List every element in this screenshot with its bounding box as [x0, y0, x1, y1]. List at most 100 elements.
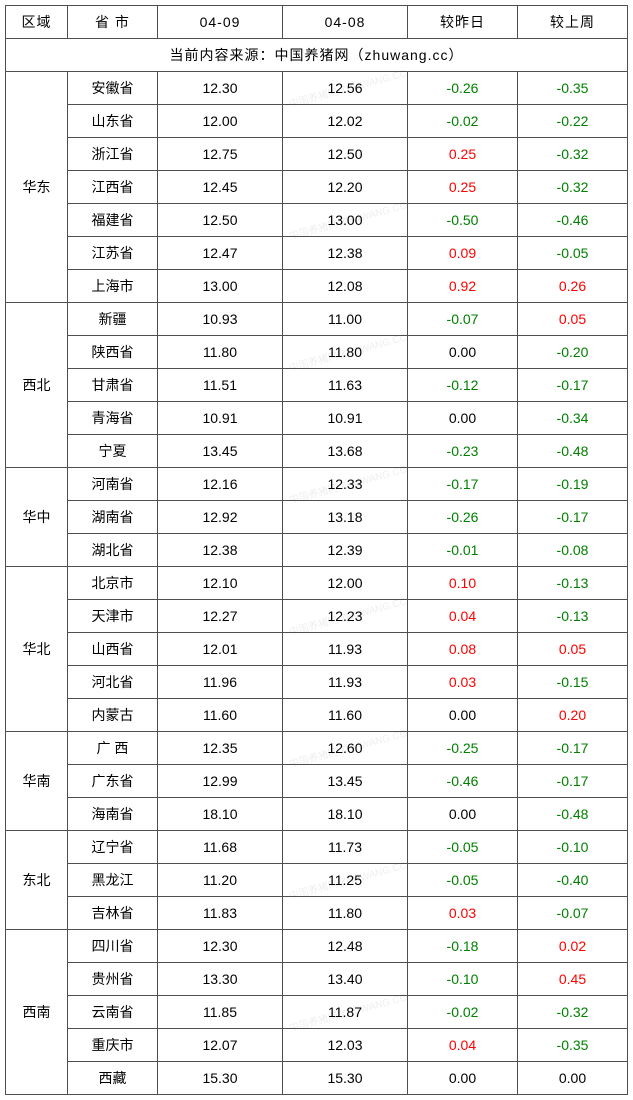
value-date1: 12.45 [158, 171, 283, 204]
province-cell: 天津市 [68, 600, 158, 633]
value-date2: 11.80 [283, 897, 408, 930]
province-cell: 黑龙江 [68, 864, 158, 897]
province-cell: 海南省 [68, 798, 158, 831]
value-date1: 12.00 [158, 105, 283, 138]
table-row: 重庆市12.0712.030.04-0.35 [6, 1029, 628, 1062]
delta-lastweek: -0.05 [518, 237, 628, 270]
table-row: 华东安徽省12.3012.56-0.26-0.35 [6, 72, 628, 105]
value-date2: 13.18 [283, 501, 408, 534]
delta-yesterday: -0.26 [408, 501, 518, 534]
value-date2: 12.03 [283, 1029, 408, 1062]
value-date2: 11.87 [283, 996, 408, 1029]
province-cell: 宁夏 [68, 435, 158, 468]
delta-lastweek: -0.08 [518, 534, 628, 567]
delta-yesterday: 0.10 [408, 567, 518, 600]
table-row: 陕西省11.8011.800.00-0.20 [6, 336, 628, 369]
value-date2: 13.00 [283, 204, 408, 237]
delta-yesterday: -0.26 [408, 72, 518, 105]
value-date1: 11.60 [158, 699, 283, 732]
delta-lastweek: -0.32 [518, 138, 628, 171]
province-cell: 内蒙古 [68, 699, 158, 732]
value-date2: 12.23 [283, 600, 408, 633]
delta-yesterday: 0.25 [408, 171, 518, 204]
delta-yesterday: -0.02 [408, 105, 518, 138]
value-date1: 13.45 [158, 435, 283, 468]
table-row: 宁夏13.4513.68-0.23-0.48 [6, 435, 628, 468]
delta-yesterday: -0.10 [408, 963, 518, 996]
region-cell: 东北 [6, 831, 68, 930]
province-cell: 广 西 [68, 732, 158, 765]
table-row: 内蒙古11.6011.600.000.20 [6, 699, 628, 732]
header-row: 区域 省 市 04-09 04-08 较昨日 较上周 [6, 6, 628, 39]
value-date2: 13.40 [283, 963, 408, 996]
col-date2: 04-08 [283, 6, 408, 39]
table-row: 云南省11.8511.87-0.02-0.32 [6, 996, 628, 1029]
value-date1: 13.00 [158, 270, 283, 303]
table-row: 湖北省12.3812.39-0.01-0.08 [6, 534, 628, 567]
province-cell: 江西省 [68, 171, 158, 204]
value-date2: 12.50 [283, 138, 408, 171]
delta-yesterday: -0.17 [408, 468, 518, 501]
province-cell: 浙江省 [68, 138, 158, 171]
value-date2: 11.63 [283, 369, 408, 402]
value-date1: 12.01 [158, 633, 283, 666]
delta-lastweek: -0.22 [518, 105, 628, 138]
value-date1: 11.96 [158, 666, 283, 699]
delta-lastweek: -0.07 [518, 897, 628, 930]
delta-yesterday: -0.01 [408, 534, 518, 567]
value-date2: 12.48 [283, 930, 408, 963]
col-vs-yesterday: 较昨日 [408, 6, 518, 39]
value-date2: 12.39 [283, 534, 408, 567]
delta-yesterday: -0.07 [408, 303, 518, 336]
delta-lastweek: -0.17 [518, 369, 628, 402]
table-row: 华南广 西12.3512.60-0.25-0.17 [6, 732, 628, 765]
province-cell: 西藏 [68, 1062, 158, 1095]
province-cell: 山东省 [68, 105, 158, 138]
delta-yesterday: 0.08 [408, 633, 518, 666]
value-date1: 12.10 [158, 567, 283, 600]
value-date2: 12.38 [283, 237, 408, 270]
source-text: 当前内容来源：中国养猪网（zhuwang.cc） [6, 39, 628, 72]
source-row: 当前内容来源：中国养猪网（zhuwang.cc） [6, 39, 628, 72]
province-cell: 青海省 [68, 402, 158, 435]
delta-lastweek: -0.20 [518, 336, 628, 369]
table-row: 西南四川省12.3012.48-0.180.02 [6, 930, 628, 963]
delta-lastweek: 0.00 [518, 1062, 628, 1095]
province-cell: 云南省 [68, 996, 158, 1029]
value-date2: 12.33 [283, 468, 408, 501]
table-row: 浙江省12.7512.500.25-0.32 [6, 138, 628, 171]
value-date2: 10.91 [283, 402, 408, 435]
province-cell: 吉林省 [68, 897, 158, 930]
table-row: 河北省11.9611.930.03-0.15 [6, 666, 628, 699]
delta-yesterday: 0.03 [408, 897, 518, 930]
value-date1: 11.80 [158, 336, 283, 369]
delta-yesterday: 0.04 [408, 600, 518, 633]
value-date2: 13.68 [283, 435, 408, 468]
region-cell: 华中 [6, 468, 68, 567]
table-row: 青海省10.9110.910.00-0.34 [6, 402, 628, 435]
value-date1: 15.30 [158, 1062, 283, 1095]
delta-yesterday: -0.46 [408, 765, 518, 798]
province-cell: 新疆 [68, 303, 158, 336]
value-date2: 13.45 [283, 765, 408, 798]
province-cell: 福建省 [68, 204, 158, 237]
col-region: 区域 [6, 6, 68, 39]
value-date2: 12.08 [283, 270, 408, 303]
value-date1: 12.92 [158, 501, 283, 534]
province-cell: 江苏省 [68, 237, 158, 270]
value-date1: 12.47 [158, 237, 283, 270]
delta-yesterday: 0.00 [408, 402, 518, 435]
delta-yesterday: -0.05 [408, 831, 518, 864]
value-date1: 12.07 [158, 1029, 283, 1062]
delta-lastweek: -0.10 [518, 831, 628, 864]
delta-lastweek: -0.15 [518, 666, 628, 699]
value-date1: 13.30 [158, 963, 283, 996]
value-date2: 11.60 [283, 699, 408, 732]
province-cell: 安徽省 [68, 72, 158, 105]
region-cell: 华南 [6, 732, 68, 831]
value-date2: 11.73 [283, 831, 408, 864]
col-vs-lastweek: 较上周 [518, 6, 628, 39]
value-date2: 12.60 [283, 732, 408, 765]
table-row: 东北辽宁省11.6811.73-0.05-0.10 [6, 831, 628, 864]
province-cell: 上海市 [68, 270, 158, 303]
